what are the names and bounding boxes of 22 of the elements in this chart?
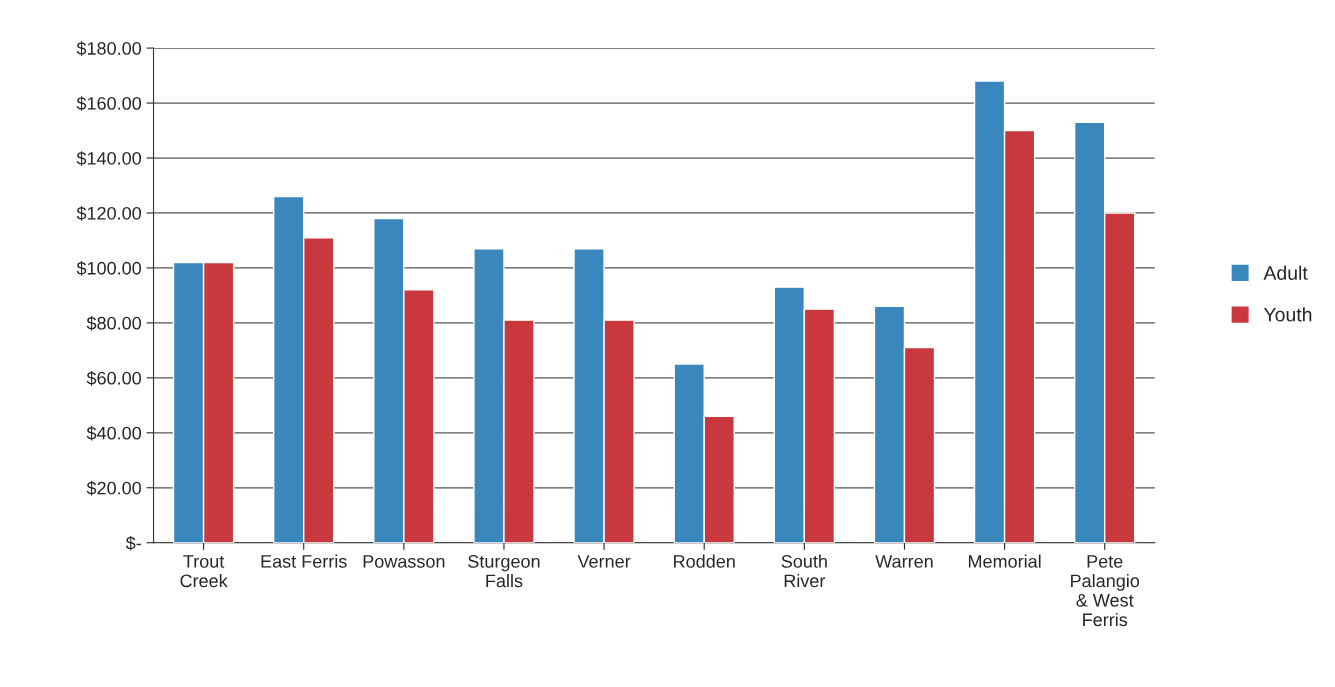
- x-tick-label: East Ferris: [261, 554, 347, 568]
- x-tick-label: Rodden: [674, 554, 735, 568]
- y-tick-label: $120.00: [76, 206, 142, 221]
- y-tick-label: $140.00: [76, 151, 142, 166]
- y-tick-label: $160.00: [76, 96, 142, 111]
- y-tick-label: $-: [125, 535, 141, 551]
- x-tick-label: Trout Creek: [180, 555, 228, 588]
- legend-label: Adult: [1263, 265, 1308, 280]
- x-tick-label: Warren: [875, 555, 933, 568]
- y-tick-label: $60.00: [86, 371, 142, 386]
- y-tick-label: $20.00: [86, 480, 142, 496]
- x-tick-label: Sturgeon Falls: [468, 555, 540, 588]
- x-tick-label: Powasson: [363, 555, 445, 568]
- x-tick-label: Memorial: [968, 554, 1041, 568]
- x-tick-label: South River: [781, 554, 827, 588]
- y-tick-label: $180.00: [76, 41, 142, 56]
- x-tick-label: Verner: [577, 555, 631, 568]
- y-tick-label: $80.00: [86, 316, 142, 331]
- y-tick-label: $100.00: [76, 261, 142, 276]
- x-tick-label: Pete Palangio & West Ferris: [1071, 555, 1140, 627]
- y-tick-label: $40.00: [86, 425, 142, 441]
- legend-label: Youth: [1263, 307, 1312, 322]
